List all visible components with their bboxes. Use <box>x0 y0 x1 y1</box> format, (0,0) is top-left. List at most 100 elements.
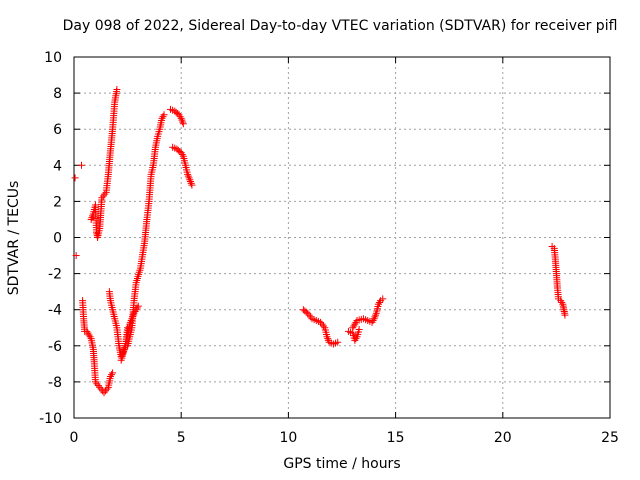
y-tick-label: 10 <box>44 50 62 66</box>
data-point <box>72 252 80 260</box>
data-point <box>113 85 121 93</box>
data-point <box>86 333 94 341</box>
data-point <box>109 369 117 377</box>
data-point <box>99 192 107 200</box>
data-series <box>166 105 187 128</box>
data-point <box>379 295 387 303</box>
data-point <box>160 111 168 119</box>
data-series <box>548 243 569 319</box>
y-tick-label: 0 <box>53 231 62 247</box>
data-series <box>124 111 168 350</box>
y-tick-label: -2 <box>48 267 62 283</box>
data-point <box>558 298 566 306</box>
data-point <box>355 326 363 334</box>
data-point <box>186 176 194 184</box>
data-point <box>108 371 116 379</box>
data-point <box>323 333 331 341</box>
data-series <box>299 306 342 348</box>
data-point <box>307 313 315 321</box>
data-point <box>78 161 86 169</box>
data-point <box>83 327 91 335</box>
data-point <box>96 383 104 391</box>
data-point <box>158 114 166 122</box>
x-tick-label: 20 <box>494 430 512 446</box>
y-tick-label: -10 <box>39 411 62 427</box>
data-point <box>376 298 384 306</box>
y-tick-label: -6 <box>48 339 62 355</box>
data-point <box>84 329 92 337</box>
data-point <box>351 320 359 328</box>
data-point <box>334 338 342 346</box>
data-point <box>71 174 79 182</box>
data-point <box>85 331 93 339</box>
data-point <box>94 382 102 390</box>
y-axis-label: SDTVAR / TECUs <box>6 180 22 296</box>
data-point <box>88 214 96 222</box>
data-point <box>368 318 376 326</box>
data-point <box>305 311 313 319</box>
data-point <box>352 335 360 343</box>
data-point <box>179 120 187 128</box>
data-point <box>177 114 185 122</box>
data-series <box>344 326 363 344</box>
data-point <box>371 313 379 321</box>
y-tick-label: -8 <box>48 375 62 391</box>
x-tick-label: 5 <box>177 430 186 446</box>
data-point <box>319 322 327 330</box>
data-point <box>186 178 194 186</box>
y-tick-label: 4 <box>53 158 62 174</box>
data-point <box>87 215 95 223</box>
data-point <box>130 309 138 317</box>
data-point <box>106 372 114 380</box>
data-point <box>178 116 186 124</box>
data-point <box>179 118 187 126</box>
y-tick-label: 6 <box>53 122 62 138</box>
data-point <box>100 389 108 397</box>
data-point <box>185 174 193 182</box>
data-point <box>370 315 378 323</box>
y-tick-label: -4 <box>48 303 62 319</box>
data-series <box>349 295 387 332</box>
data-point <box>188 181 196 189</box>
x-tick-label: 0 <box>70 430 79 446</box>
data-point <box>304 309 312 317</box>
data-point <box>374 300 382 308</box>
x-tick-label: 15 <box>387 430 405 446</box>
y-tick-label: 8 <box>53 86 62 102</box>
x-axis-label: GPS time / hours <box>283 456 401 472</box>
data-point <box>159 113 167 121</box>
data-point <box>176 113 184 121</box>
data-point <box>184 172 192 180</box>
data-point <box>350 322 358 330</box>
data-point <box>369 317 377 325</box>
data-point <box>101 190 109 198</box>
data-point <box>91 378 99 386</box>
data-point <box>175 111 183 119</box>
data-point <box>177 149 185 157</box>
y-tick-label: 2 <box>53 194 62 210</box>
data-point <box>187 179 195 187</box>
data-point <box>178 150 186 158</box>
data-point <box>557 297 565 305</box>
data-point <box>317 318 325 326</box>
data-point <box>101 387 109 395</box>
data-series <box>169 143 196 189</box>
data-point <box>134 302 142 310</box>
data-point <box>372 311 380 319</box>
data-point <box>302 308 310 316</box>
data-point <box>561 311 569 319</box>
data-series <box>83 327 117 397</box>
x-tick-label: 25 <box>601 430 619 446</box>
data-point <box>184 170 192 178</box>
x-tick-label: 10 <box>279 430 297 446</box>
data-point <box>351 336 359 344</box>
data-point <box>98 194 106 202</box>
chart-title: Day 098 of 2022, Sidereal Day-to-day VTE… <box>62 18 618 34</box>
data-point <box>93 380 101 388</box>
data-point <box>318 320 326 328</box>
data-point <box>103 385 111 393</box>
data-series <box>87 85 121 241</box>
data-point <box>349 324 357 332</box>
data-point <box>324 335 332 343</box>
